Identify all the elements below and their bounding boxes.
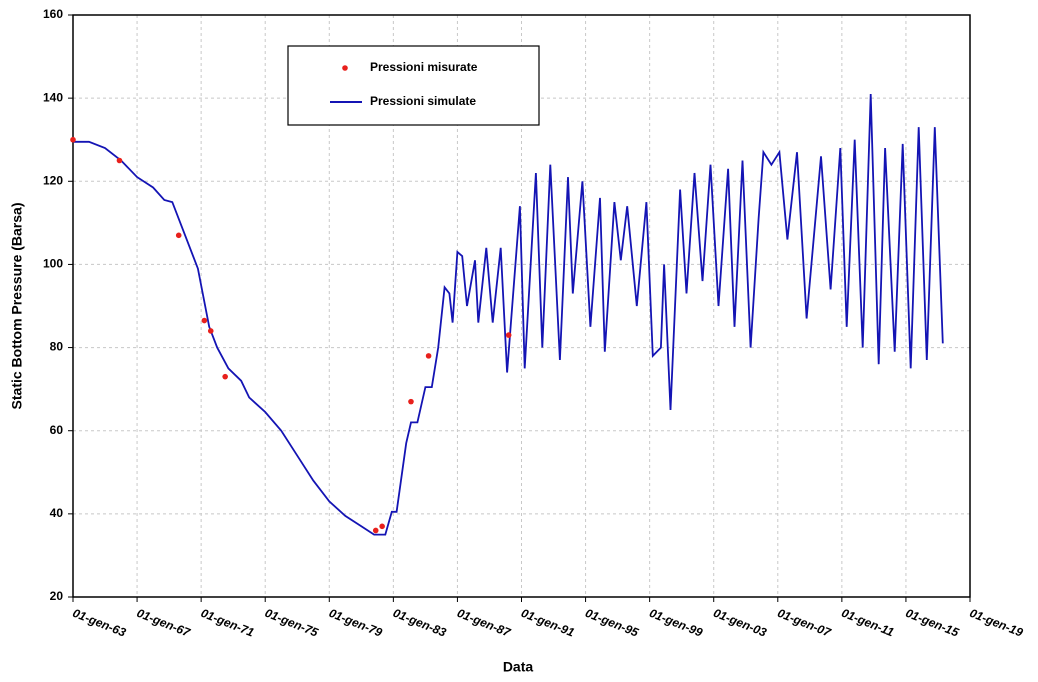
y-tick-label: 40 <box>50 506 64 520</box>
data-point <box>201 317 208 324</box>
x-tick-label: 01-gen-79 <box>327 606 384 640</box>
y-tick-label: 140 <box>43 90 63 104</box>
x-tick-label: 01-gen-91 <box>519 606 576 640</box>
data-point <box>379 523 385 530</box>
legend-label: Pressioni simulate <box>370 94 476 108</box>
y-tick-label: 80 <box>50 340 64 354</box>
data-point <box>70 136 76 143</box>
x-tick-label: 01-gen-67 <box>135 606 193 640</box>
y-tick-label: 160 <box>43 7 63 21</box>
x-tick-label: 01-gen-15 <box>904 606 961 640</box>
y-axis-title: Static Bottom Pressure (Barsa) <box>9 203 25 410</box>
x-axis-title: Data <box>503 659 534 675</box>
x-tick-label: 01-gen-63 <box>71 606 128 640</box>
data-point <box>175 232 182 239</box>
data-point <box>116 157 123 164</box>
x-tick-label: 01-gen-11 <box>840 606 897 640</box>
y-tick-label: 120 <box>43 173 63 187</box>
data-point <box>207 328 214 334</box>
legend-label: Pressioni misurate <box>370 60 478 74</box>
x-tick-label: 01-gen-87 <box>455 606 513 640</box>
x-tick-label: 01-gen-71 <box>199 606 256 640</box>
x-tick-label: 01-gen-07 <box>775 606 833 640</box>
x-tick-label: 01-gen-99 <box>647 606 704 640</box>
x-tick-label: 01-gen-95 <box>583 606 640 640</box>
legend-marker <box>342 65 348 71</box>
x-tick-label: 01-gen-75 <box>263 606 320 640</box>
data-point <box>505 332 512 338</box>
x-tick-label: 01-gen-83 <box>391 606 448 640</box>
x-tick-label: 01-gen-19 <box>968 606 1025 640</box>
data-point <box>372 527 379 534</box>
legend-box <box>287 45 540 126</box>
plot-border <box>72 14 971 598</box>
data-point <box>222 373 228 380</box>
data-point <box>408 398 414 405</box>
data-point <box>425 353 432 359</box>
x-tick-label: 01-gen-03 <box>711 606 768 640</box>
line-series <box>73 93 944 536</box>
y-tick-label: 60 <box>50 423 64 437</box>
y-tick-label: 100 <box>43 257 63 271</box>
y-tick-label: 20 <box>50 589 64 603</box>
